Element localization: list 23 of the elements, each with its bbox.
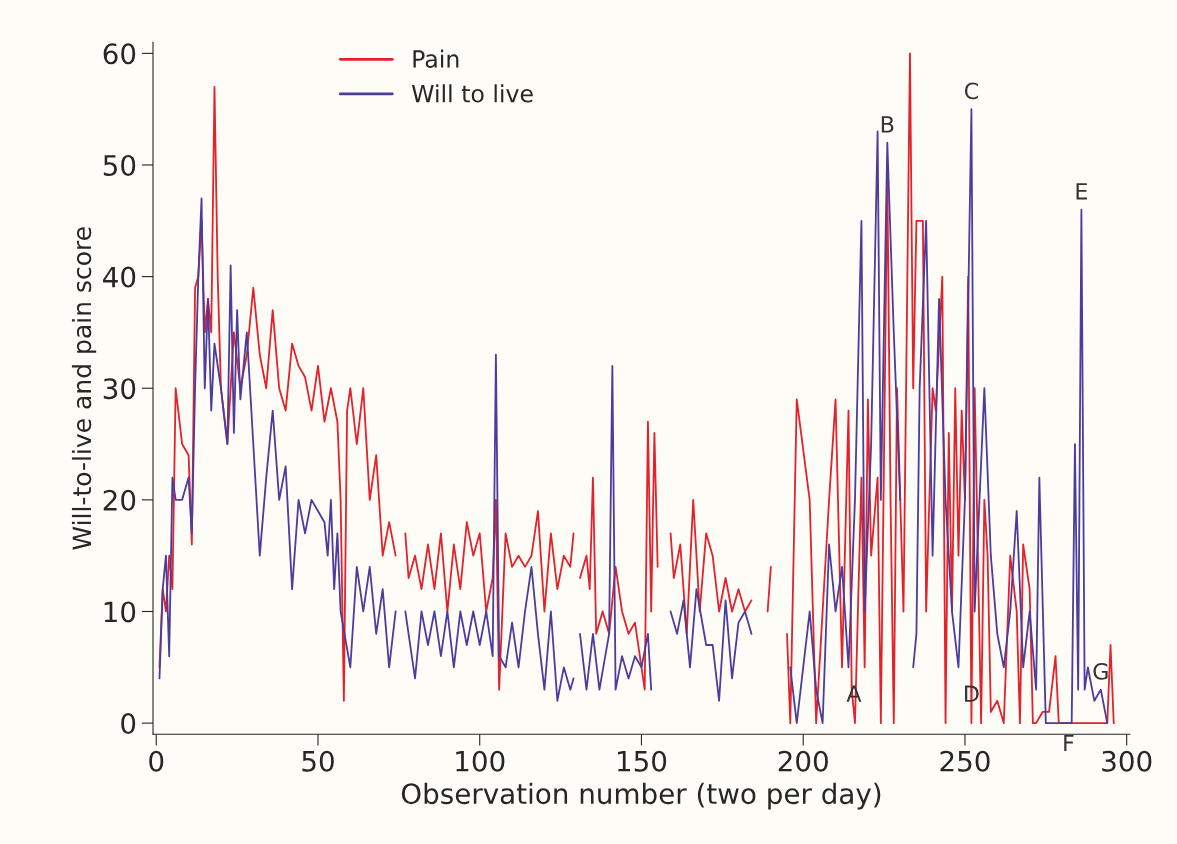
y-tick-label: 20	[103, 489, 136, 511]
y-axis-title: Will-to-live and pain score	[71, 227, 97, 550]
y-tick-label: 50	[103, 154, 136, 176]
y-tick-label: 30	[103, 378, 136, 400]
y-tick-label: 40	[103, 266, 136, 288]
y-tick-label: 10	[104, 601, 136, 623]
y-tick-label: 60	[103, 43, 136, 65]
x-tick-label: 100	[456, 750, 505, 772]
annotation: G	[1093, 662, 1108, 680]
annotation: F	[1064, 734, 1074, 752]
annotation: B	[881, 116, 894, 133]
x-tick-label: 150	[618, 750, 667, 772]
y-tick-label: 0	[121, 713, 136, 735]
x-axis-title: Observation number (two per day)	[401, 782, 881, 810]
x-tick-label: 300	[1102, 750, 1152, 772]
x-tick-label: 200	[778, 750, 828, 772]
legend-label: Will to live	[411, 84, 533, 103]
annotation: E	[1076, 183, 1087, 200]
x-tick-label: 0	[149, 750, 164, 772]
annotation: C	[964, 82, 978, 100]
x-tick-label: 250	[940, 750, 990, 772]
legend-label: Pain	[413, 49, 459, 68]
x-tick-label: 50	[302, 750, 334, 772]
